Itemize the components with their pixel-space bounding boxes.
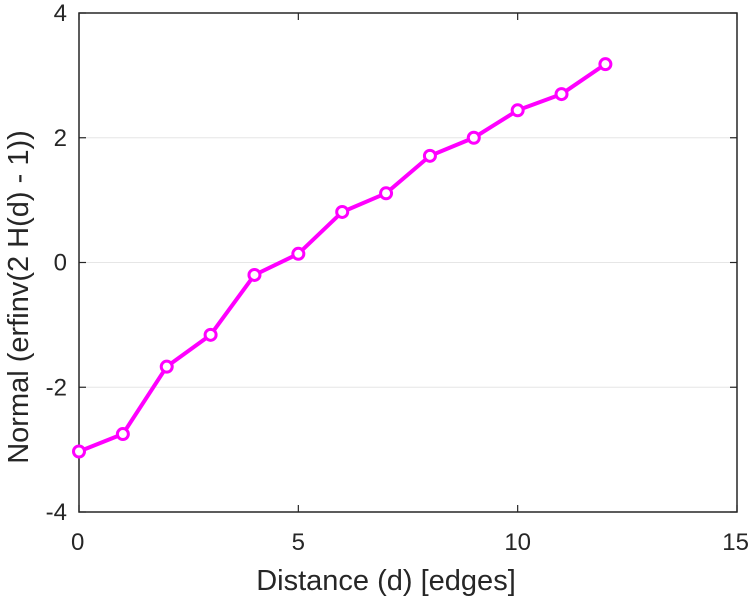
data-point <box>379 186 394 201</box>
data-point <box>422 148 437 163</box>
data-point <box>72 444 86 459</box>
data-point <box>159 359 174 374</box>
y-tick-label: 2 <box>54 125 67 152</box>
x-tick-label: 15 <box>722 529 749 556</box>
y-tick-label: -4 <box>46 499 67 526</box>
data-point <box>554 87 569 102</box>
data-point <box>598 57 613 72</box>
series-layer <box>72 57 613 459</box>
data-point <box>510 103 525 118</box>
data-point <box>466 130 481 145</box>
data-point <box>203 327 218 342</box>
grid-layer <box>79 137 737 388</box>
data-point <box>115 427 130 442</box>
series-line <box>77 62 608 454</box>
x-tick-label: 5 <box>292 529 305 556</box>
ticks-layer: 0 5 10 15 -4 -2 0 2 4 <box>46 0 749 556</box>
data-point <box>291 246 306 261</box>
data-point <box>335 204 350 219</box>
x-tick-label: 0 <box>71 529 84 556</box>
y-tick-label: -2 <box>46 374 67 401</box>
data-point <box>247 267 262 282</box>
x-axis-label: Distance (d) [edges] <box>256 565 516 597</box>
y-axis-label: Normal (erfinv(2 H(d) - 1)) <box>3 130 35 464</box>
y-tick-label: 0 <box>54 250 67 277</box>
x-tick-label: 10 <box>504 529 531 556</box>
y-tick-label: 4 <box>54 0 67 27</box>
